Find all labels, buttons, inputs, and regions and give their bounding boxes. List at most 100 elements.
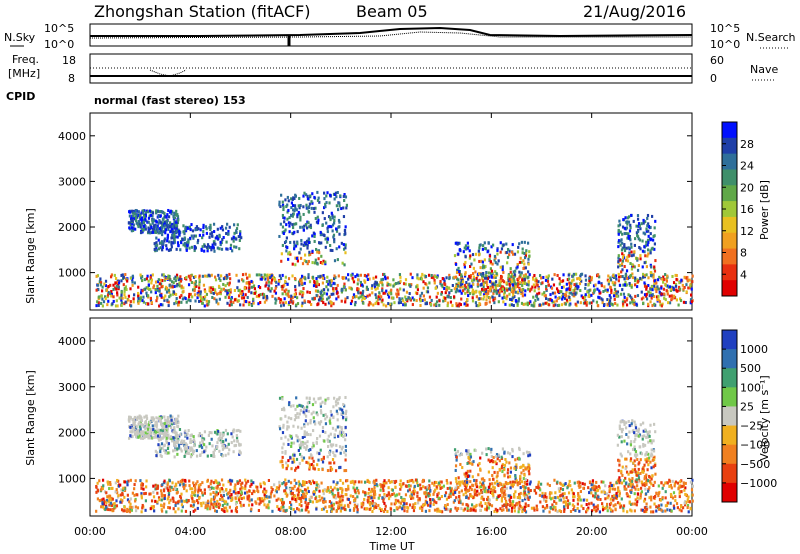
- echo-cell: [576, 287, 579, 291]
- echo-cell: [459, 499, 462, 503]
- echo-cell: [684, 276, 687, 280]
- echo-cell: [193, 293, 197, 297]
- echo-cell: [159, 293, 162, 297]
- echo-cell: [182, 482, 185, 486]
- echo-cell: [622, 506, 625, 510]
- echo-cell: [402, 282, 406, 286]
- echo-cell: [162, 217, 165, 221]
- echo-cell: [669, 501, 672, 505]
- echo-cell: [235, 230, 238, 234]
- echo-cell: [501, 287, 504, 291]
- echo-cell: [132, 297, 135, 301]
- echo-cell: [463, 507, 467, 511]
- echo-cell: [313, 296, 316, 300]
- echo-cell: [370, 496, 373, 500]
- echo-cell: [416, 292, 419, 296]
- echo-cell: [324, 262, 327, 266]
- echo-cell: [587, 506, 590, 510]
- echo-cell: [206, 249, 209, 253]
- echo-cell: [633, 265, 636, 269]
- echo-cell: [460, 291, 463, 295]
- echo-cell: [287, 257, 290, 261]
- echo-cell: [247, 289, 250, 293]
- echo-cell: [637, 224, 640, 228]
- echo-cell: [240, 278, 244, 282]
- echo-cell: [567, 273, 570, 277]
- echo-cell: [327, 282, 330, 286]
- echo-cell: [307, 239, 310, 243]
- echo-cell: [267, 284, 271, 288]
- echo-cell: [666, 292, 669, 296]
- echo-cell: [239, 501, 242, 505]
- echo-cell: [357, 489, 360, 493]
- echo-cell: [473, 258, 476, 262]
- echo-cell: [161, 248, 164, 252]
- echo-cell: [98, 479, 101, 483]
- echo-cell: [642, 231, 645, 235]
- echo-cell: [111, 302, 114, 306]
- echo-cell: [409, 484, 412, 488]
- echo-cell: [420, 277, 424, 281]
- echo-cell: [577, 491, 580, 495]
- echo-cell: [470, 279, 474, 283]
- echo-cell: [352, 278, 355, 282]
- echo-cell: [399, 501, 402, 505]
- echo-cell: [332, 233, 336, 237]
- echo-cell: [664, 509, 667, 513]
- echo-cell: [305, 203, 308, 207]
- echo-cell: [581, 482, 584, 486]
- echo-cell: [382, 489, 385, 493]
- echo-cell: [324, 260, 327, 264]
- echo-cell: [419, 303, 422, 307]
- echo-cell: [374, 302, 377, 306]
- echo-cell: [548, 298, 551, 302]
- echo-cell: [403, 502, 406, 506]
- echo-cell: [299, 225, 302, 229]
- echo-cell: [184, 297, 187, 301]
- echo-cell: [619, 275, 622, 279]
- echo-cell: [641, 239, 644, 243]
- echo-cell: [336, 291, 339, 295]
- echo-cell: [576, 277, 579, 281]
- echo-cell: [243, 286, 246, 290]
- echo-cell: [156, 284, 159, 288]
- echo-cell: [381, 287, 384, 291]
- echo-cell: [132, 216, 136, 220]
- echo-cell: [150, 301, 153, 305]
- echo-cell: [182, 243, 185, 247]
- echo-cell: [623, 265, 626, 269]
- echo-cell: [154, 244, 157, 248]
- echo-cell: [322, 233, 325, 237]
- echo-cell: [97, 303, 100, 307]
- echo-cell: [141, 289, 144, 293]
- echo-cell: [390, 480, 393, 484]
- echo-cell: [140, 496, 143, 500]
- echo-cell: [235, 237, 238, 241]
- echo-cell: [426, 503, 430, 507]
- echo-cell: [468, 291, 472, 295]
- echo-cell: [353, 498, 356, 502]
- echo-cell: [187, 298, 190, 302]
- echo-cell: [301, 225, 304, 229]
- echo-cell: [596, 504, 600, 508]
- echo-cell: [243, 491, 247, 495]
- echo-cell: [533, 289, 536, 293]
- echo-cell: [668, 478, 671, 482]
- echo-cell: [688, 286, 692, 290]
- echo-cell: [305, 193, 308, 197]
- echo-cell: [450, 288, 453, 292]
- echo-cell: [324, 205, 327, 209]
- echo-cell: [647, 290, 650, 294]
- echo-cell: [108, 494, 111, 498]
- nave-dip-cluster: [149, 69, 187, 77]
- echo-cell: [512, 277, 515, 281]
- echo-cell: [281, 287, 284, 291]
- echo-cell: [164, 231, 167, 235]
- echo-cell: [303, 241, 306, 245]
- echo-cell: [169, 426, 173, 430]
- echo-cell: [551, 503, 554, 507]
- echo-cell: [460, 275, 463, 279]
- echo-cell: [96, 300, 99, 304]
- echo-cell: [98, 280, 101, 284]
- echo-cell: [466, 241, 469, 245]
